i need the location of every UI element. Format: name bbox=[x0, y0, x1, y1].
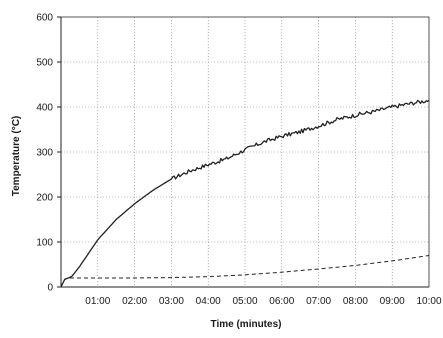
x-tick-label: 08:00 bbox=[343, 296, 368, 307]
series-line-solid bbox=[60, 99, 430, 288]
x-tick-label: 10:00 bbox=[416, 296, 441, 307]
y-tick-label: 0 bbox=[47, 283, 53, 294]
x-tick-label: 01:00 bbox=[85, 296, 110, 307]
axes bbox=[57, 16, 430, 288]
gridlines bbox=[61, 16, 430, 287]
tick-labels: 0 100 200 300 400 500 600 01:00 02:00 03:00 04:00 0… bbox=[36, 13, 442, 308]
y-tick-label: 600 bbox=[36, 13, 53, 24]
x-tick-label: 04:00 bbox=[196, 296, 221, 307]
x-tick-label: 05:00 bbox=[232, 296, 257, 307]
series-line-dashed bbox=[60, 255, 430, 288]
y-tick-label: 400 bbox=[36, 103, 53, 114]
y-tick-label: 100 bbox=[36, 238, 53, 249]
x-tick-label: 02:00 bbox=[122, 296, 147, 307]
x-tick-label: 07:00 bbox=[306, 296, 331, 307]
series-group bbox=[60, 99, 430, 288]
y-tick-label: 500 bbox=[36, 58, 53, 69]
x-tick-label: 03:00 bbox=[159, 296, 184, 307]
x-tick-label: 09:00 bbox=[380, 296, 405, 307]
y-axis-title: Temperature (°C) bbox=[11, 116, 22, 197]
y-tick-label: 300 bbox=[36, 148, 53, 159]
x-axis-title: Time (minutes) bbox=[211, 319, 282, 330]
x-tick-label: 06:00 bbox=[269, 296, 294, 307]
y-tick-label: 200 bbox=[36, 193, 53, 204]
